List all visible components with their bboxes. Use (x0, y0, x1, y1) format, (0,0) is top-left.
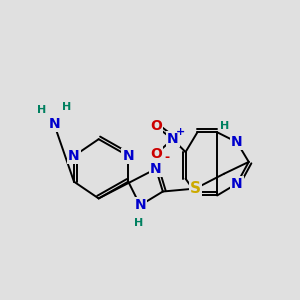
Text: N: N (68, 149, 80, 163)
Text: H: H (37, 105, 46, 115)
Text: N: N (167, 132, 178, 146)
Text: N: N (122, 149, 134, 163)
Text: N: N (134, 198, 146, 212)
Text: O: O (150, 119, 162, 134)
Text: N: N (150, 162, 162, 176)
Text: +: + (176, 127, 185, 136)
Text: N: N (231, 177, 243, 190)
Text: S: S (190, 181, 201, 196)
Text: H: H (220, 122, 230, 131)
Text: H: H (62, 102, 72, 112)
Text: H: H (134, 218, 143, 228)
Text: -: - (164, 151, 169, 164)
Text: O: O (150, 147, 162, 161)
Text: N: N (48, 117, 60, 131)
Text: N: N (231, 135, 243, 149)
